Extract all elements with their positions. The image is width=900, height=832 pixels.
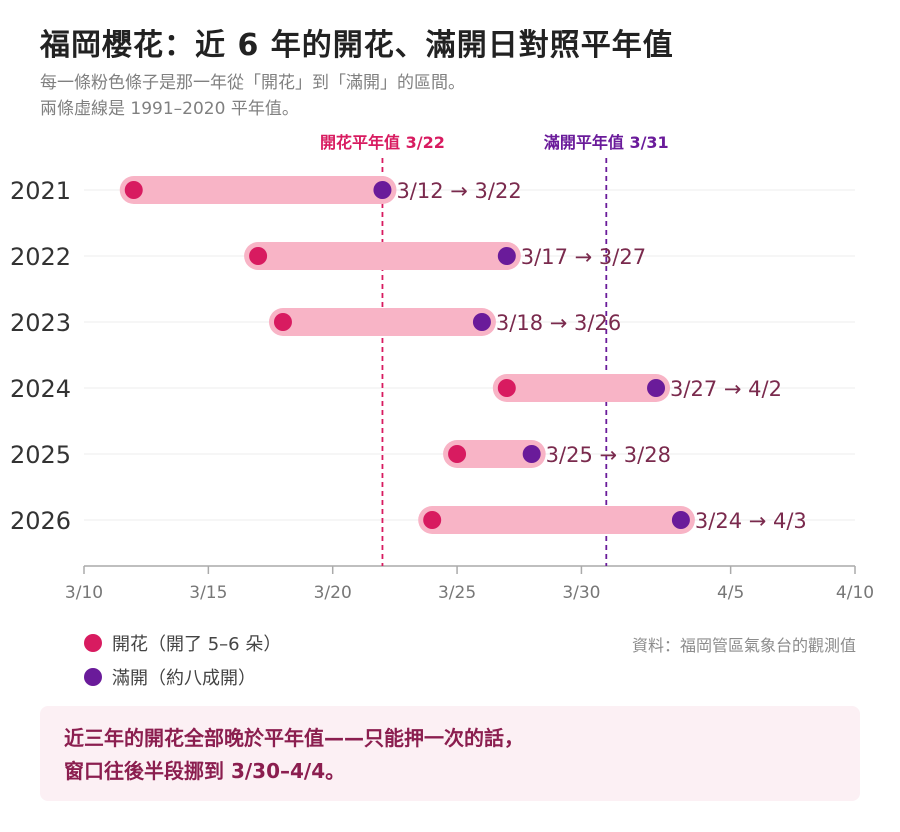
x-tick-label: 4/10 [836, 583, 874, 603]
year-label: 2025 [10, 441, 71, 469]
chart-subtitle-line2: 兩條虛線是 1991–2020 平年值。 [40, 99, 299, 119]
full-bloom-point [497, 247, 516, 265]
full-bloom-point [373, 181, 392, 199]
range-label: 3/25 → 3/28 [546, 443, 671, 467]
bloom-point [124, 181, 143, 199]
bloom-point [249, 247, 268, 265]
legend-label-full: 滿開（約八成開） [112, 668, 256, 689]
year-label: 2022 [10, 243, 71, 271]
legend-item-full: 滿開（約八成開） [84, 664, 256, 690]
x-tick-label: 3/15 [189, 583, 227, 603]
note-line1: 近三年的開花全部晚於平年值——只能押一次的話， [64, 726, 524, 750]
bloom-point [273, 313, 292, 331]
reference-line-label: 開花平年值 3/22 [320, 133, 445, 152]
full-bloom-point [472, 313, 491, 331]
full-bloom-point [522, 445, 541, 463]
data-source: 資料：福岡管區氣象台的觀測值 [631, 636, 856, 655]
legend-label-bloom: 開花（開了 5–6 朵） [112, 634, 282, 655]
range-label: 3/12 → 3/22 [396, 179, 521, 203]
legend-item-bloom: 開花（開了 5–6 朵） [84, 630, 281, 656]
x-tick-label: 3/10 [65, 583, 103, 603]
chart-subtitle-line1: 每一條粉色條子是那一年從「開花」到「滿開」的區間。 [40, 73, 465, 93]
chart-title: 福岡櫻花：近 6 年的開花、滿開日對照平年值 [40, 28, 674, 63]
year-label: 2026 [10, 507, 71, 535]
range-label: 3/24 → 4/3 [695, 509, 807, 533]
bloom-point [448, 445, 467, 463]
x-tick-label: 3/30 [562, 583, 600, 603]
x-tick-label: 3/25 [438, 583, 476, 603]
bloom-dot-icon [84, 634, 102, 652]
reference-line-label: 滿開平年值 3/31 [544, 133, 669, 152]
full-bloom-dot-icon [84, 668, 102, 686]
range-label: 3/27 → 4/2 [670, 377, 782, 401]
range-label: 3/17 → 3/27 [521, 245, 646, 269]
year-label: 2024 [10, 375, 71, 403]
range-label: 3/18 → 3/26 [496, 311, 621, 335]
year-label: 2023 [10, 309, 71, 337]
callout-note: 近三年的開花全部晚於平年值——只能押一次的話， 窗口往後半段挪到 3/30–4/… [40, 706, 860, 801]
x-tick-label: 4/5 [717, 583, 744, 603]
bloom-point [423, 511, 442, 529]
range-chart: 3/10 3/15 3/20 3/25 3/30 4/5 4/10 開花平年值 3/22 滿開平… [10, 133, 874, 603]
note-line2: 窗口往後半段挪到 3/30–4/4。 [64, 759, 346, 783]
full-bloom-point [647, 379, 666, 397]
year-label: 2021 [10, 177, 71, 205]
full-bloom-point [671, 511, 690, 529]
bloom-point [497, 379, 516, 397]
x-tick-label: 3/20 [314, 583, 352, 603]
